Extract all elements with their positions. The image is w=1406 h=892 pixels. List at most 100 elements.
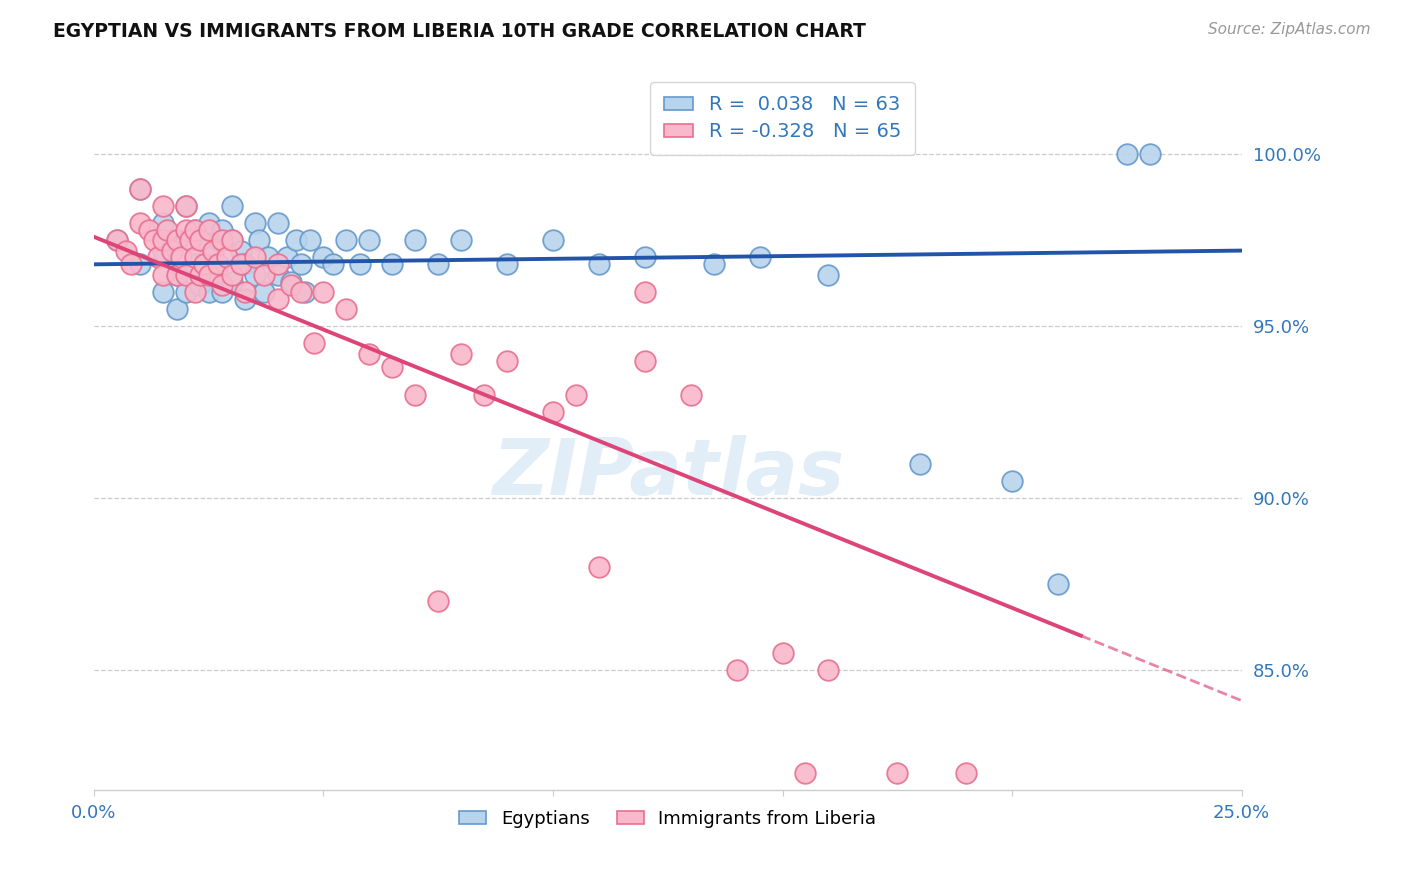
Point	[276, 251, 298, 265]
Point	[280, 275, 302, 289]
Point	[152, 216, 174, 230]
Point	[152, 244, 174, 258]
Point	[152, 199, 174, 213]
Point	[243, 251, 266, 265]
Point	[142, 233, 165, 247]
Point	[207, 233, 229, 247]
Point	[247, 233, 270, 247]
Point	[404, 233, 426, 247]
Point	[188, 233, 211, 247]
Point	[152, 233, 174, 247]
Point	[235, 292, 257, 306]
Point	[1115, 147, 1137, 161]
Point	[156, 223, 179, 237]
Point	[197, 216, 219, 230]
Point	[211, 277, 233, 292]
Point	[166, 301, 188, 316]
Point	[541, 233, 564, 247]
Point	[184, 223, 207, 237]
Point	[197, 223, 219, 237]
Point	[404, 388, 426, 402]
Point	[381, 360, 404, 375]
Point	[235, 285, 257, 299]
Point	[174, 233, 197, 247]
Point	[221, 233, 243, 247]
Text: ZIPatlas: ZIPatlas	[492, 434, 844, 510]
Point	[679, 388, 702, 402]
Point	[128, 182, 150, 196]
Point	[197, 251, 219, 265]
Point	[772, 646, 794, 660]
Point	[290, 285, 312, 299]
Point	[1139, 147, 1161, 161]
Point	[188, 268, 211, 282]
Point	[253, 285, 276, 299]
Point	[148, 251, 170, 265]
Point	[886, 765, 908, 780]
Point	[322, 257, 344, 271]
Point	[588, 257, 610, 271]
Point	[160, 244, 183, 258]
Point	[193, 257, 215, 271]
Point	[170, 251, 193, 265]
Point	[166, 268, 188, 282]
Point	[359, 346, 381, 360]
Point	[1001, 474, 1024, 488]
Point	[174, 285, 197, 299]
Point	[284, 233, 307, 247]
Point	[541, 405, 564, 419]
Point	[215, 251, 238, 265]
Point	[312, 251, 335, 265]
Point	[312, 285, 335, 299]
Point	[634, 353, 657, 368]
Point	[128, 182, 150, 196]
Point	[450, 233, 472, 247]
Point	[725, 663, 748, 677]
Point	[565, 388, 588, 402]
Point	[174, 223, 197, 237]
Point	[152, 268, 174, 282]
Point	[105, 233, 128, 247]
Point	[266, 257, 288, 271]
Point	[152, 285, 174, 299]
Point	[202, 244, 225, 258]
Point	[197, 268, 219, 282]
Point	[211, 233, 233, 247]
Point	[294, 285, 316, 299]
Point	[359, 233, 381, 247]
Point	[197, 285, 219, 299]
Point	[160, 233, 183, 247]
Point	[174, 268, 197, 282]
Point	[817, 268, 839, 282]
Point	[207, 268, 229, 282]
Point	[634, 251, 657, 265]
Point	[221, 268, 243, 282]
Point	[243, 216, 266, 230]
Point	[211, 285, 233, 299]
Point	[138, 223, 160, 237]
Point	[105, 233, 128, 247]
Text: EGYPTIAN VS IMMIGRANTS FROM LIBERIA 10TH GRADE CORRELATION CHART: EGYPTIAN VS IMMIGRANTS FROM LIBERIA 10TH…	[53, 22, 866, 41]
Point	[910, 457, 932, 471]
Point	[1046, 576, 1069, 591]
Point	[120, 257, 142, 271]
Point	[166, 233, 188, 247]
Point	[266, 268, 288, 282]
Point	[174, 199, 197, 213]
Point	[221, 199, 243, 213]
Point	[304, 336, 326, 351]
Point	[235, 257, 257, 271]
Point	[588, 559, 610, 574]
Point	[335, 233, 357, 247]
Point	[634, 285, 657, 299]
Point	[280, 277, 302, 292]
Point	[427, 257, 450, 271]
Point	[450, 346, 472, 360]
Point	[128, 257, 150, 271]
Point	[184, 257, 207, 271]
Point	[703, 257, 725, 271]
Point	[128, 216, 150, 230]
Point	[290, 257, 312, 271]
Point	[184, 285, 207, 299]
Point	[266, 216, 288, 230]
